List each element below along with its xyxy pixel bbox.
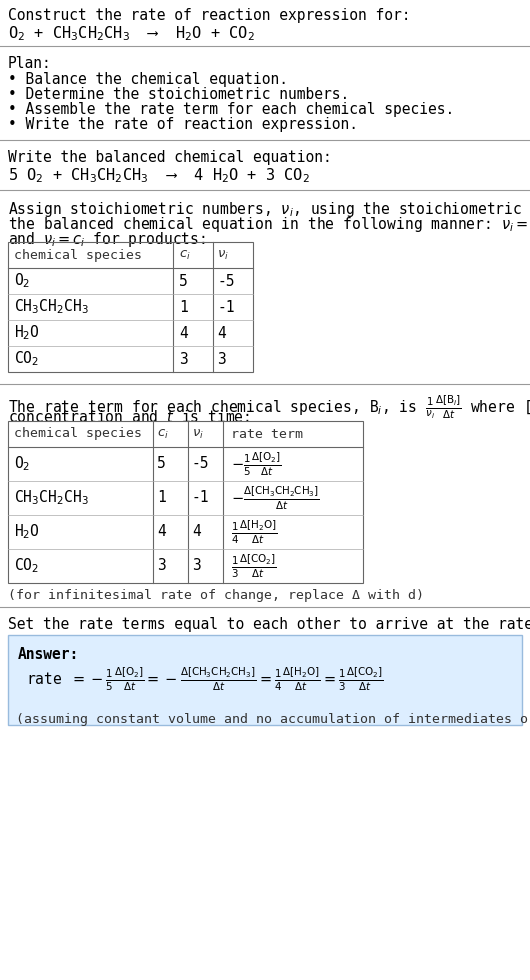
Text: -5: -5	[217, 273, 234, 288]
Text: rate term: rate term	[231, 427, 303, 440]
Text: O$_2$: O$_2$	[14, 271, 30, 290]
Text: Set the rate terms equal to each other to arrive at the rate expression:: Set the rate terms equal to each other t…	[8, 617, 530, 632]
Text: $\nu_i$: $\nu_i$	[217, 249, 229, 262]
Text: H$_2$O: H$_2$O	[14, 323, 40, 342]
Text: $-\frac{\Delta[\mathrm{CH_3CH_2CH_3}]}{\Delta t}$: $-\frac{\Delta[\mathrm{CH_3CH_2CH_3}]}{\…	[231, 484, 320, 512]
Text: 1: 1	[179, 300, 188, 315]
Text: 3: 3	[217, 352, 226, 367]
Text: 5: 5	[157, 457, 166, 471]
Text: CH$_3$CH$_2$CH$_3$: CH$_3$CH$_2$CH$_3$	[14, 489, 89, 508]
Text: $\nu_i$: $\nu_i$	[192, 427, 204, 441]
Text: the balanced chemical equation in the following manner: $\nu_i = -c_i$ for react: the balanced chemical equation in the fo…	[8, 215, 530, 234]
Text: 3: 3	[179, 352, 188, 367]
Text: 4: 4	[179, 325, 188, 340]
Text: • Assemble the rate term for each chemical species.: • Assemble the rate term for each chemic…	[8, 102, 454, 117]
Bar	[8, 635, 522, 725]
Text: • Write the rate of reaction expression.: • Write the rate of reaction expression.	[8, 117, 358, 132]
Text: • Balance the chemical equation.: • Balance the chemical equation.	[8, 72, 288, 87]
Text: Assign stoichiometric numbers, $\nu_i$, using the stoichiometric coefficients, $: Assign stoichiometric numbers, $\nu_i$, …	[8, 200, 530, 219]
Text: CO$_2$: CO$_2$	[14, 350, 39, 368]
Bar	[8, 242, 253, 372]
Text: $c_i$: $c_i$	[179, 249, 191, 262]
Text: • Determine the stoichiometric numbers.: • Determine the stoichiometric numbers.	[8, 87, 349, 102]
Text: The rate term for each chemical species, B$_i$, is $\frac{1}{\nu_i}\frac{\Delta[: The rate term for each chemical species,…	[8, 394, 530, 421]
Text: Answer:: Answer:	[18, 647, 80, 662]
Text: 1: 1	[157, 491, 166, 506]
Text: (for infinitesimal rate of change, replace Δ with d): (for infinitesimal rate of change, repla…	[8, 589, 424, 602]
Text: 3: 3	[192, 559, 201, 573]
Text: $\frac{1}{4}\frac{\Delta[\mathrm{H_2O}]}{\Delta t}$: $\frac{1}{4}\frac{\Delta[\mathrm{H_2O}]}…	[231, 518, 277, 546]
Text: Plan:: Plan:	[8, 56, 52, 71]
Text: CH$_3$CH$_2$CH$_3$: CH$_3$CH$_2$CH$_3$	[14, 298, 89, 317]
Text: 4: 4	[157, 524, 166, 540]
Text: -5: -5	[192, 457, 209, 471]
Text: Construct the rate of reaction expression for:: Construct the rate of reaction expressio…	[8, 8, 411, 23]
Text: and $\nu_i = c_i$ for products:: and $\nu_i = c_i$ for products:	[8, 230, 206, 249]
Bar	[8, 421, 363, 583]
Text: concentration and $t$ is time:: concentration and $t$ is time:	[8, 409, 250, 425]
Text: 5 O$_2$ + CH$_3$CH$_2$CH$_3$  ⟶  4 H$_2$O + 3 CO$_2$: 5 O$_2$ + CH$_3$CH$_2$CH$_3$ ⟶ 4 H$_2$O …	[8, 166, 310, 184]
Text: O$_2$: O$_2$	[14, 455, 30, 473]
Text: rate $= -\frac{1}{5}\frac{\Delta[\mathrm{O_2}]}{\Delta t} = -\frac{\Delta[\mathr: rate $= -\frac{1}{5}\frac{\Delta[\mathrm…	[26, 665, 384, 693]
Text: -1: -1	[192, 491, 209, 506]
Text: H$_2$O: H$_2$O	[14, 522, 40, 541]
Text: CO$_2$: CO$_2$	[14, 557, 39, 575]
Text: (assuming constant volume and no accumulation of intermediates or side products): (assuming constant volume and no accumul…	[16, 713, 530, 726]
Text: 4: 4	[217, 325, 226, 340]
Text: 3: 3	[157, 559, 166, 573]
Text: chemical species: chemical species	[14, 427, 142, 440]
Text: Write the balanced chemical equation:: Write the balanced chemical equation:	[8, 150, 332, 165]
Text: O$_2$ + CH$_3$CH$_2$CH$_3$  ⟶  H$_2$O + CO$_2$: O$_2$ + CH$_3$CH$_2$CH$_3$ ⟶ H$_2$O + CO…	[8, 24, 255, 43]
Text: chemical species: chemical species	[14, 249, 142, 262]
Text: $\frac{1}{3}\frac{\Delta[\mathrm{CO_2}]}{\Delta t}$: $\frac{1}{3}\frac{\Delta[\mathrm{CO_2}]}…	[231, 553, 277, 580]
Text: $c_i$: $c_i$	[157, 427, 169, 441]
Text: $-\frac{1}{5}\frac{\Delta[\mathrm{O_2}]}{\Delta t}$: $-\frac{1}{5}\frac{\Delta[\mathrm{O_2}]}…	[231, 450, 281, 477]
Text: 5: 5	[179, 273, 188, 288]
Text: -1: -1	[217, 300, 234, 315]
Text: 4: 4	[192, 524, 201, 540]
